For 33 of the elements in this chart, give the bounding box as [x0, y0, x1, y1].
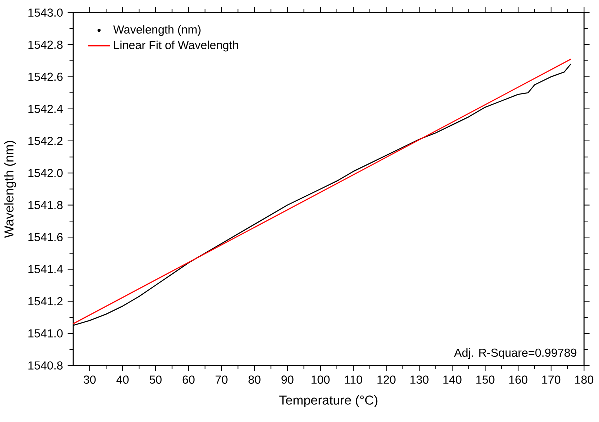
x-tick-label: 160: [510, 376, 528, 384]
y-tick-label: 1542.6: [28, 72, 63, 82]
x-tick-label: 40: [116, 376, 129, 384]
y-tick-label: 1541.0: [28, 330, 63, 338]
x-tick-label: 70: [216, 376, 228, 384]
y-tick-label: 1541.4: [28, 265, 64, 274]
x-tick-label: 110: [345, 376, 362, 384]
y-tick-label: 1542.4: [28, 105, 64, 114]
x-tick-label: 100: [312, 376, 330, 384]
x-tick-label: 60: [182, 376, 195, 384]
y-tick-label: 1542.2: [28, 137, 63, 146]
x-tick-label: 90: [282, 376, 294, 384]
x-tick-label: 140: [444, 376, 462, 384]
x-tick-label: 180: [575, 376, 594, 384]
x-tick-label: 170: [542, 376, 561, 384]
y-axis-title: Wavelength (nm): [4, 141, 16, 238]
y-tick-label: 1541.6: [28, 233, 63, 242]
legend-label: Linear Fit of Wavelength: [114, 40, 238, 52]
y-tick-label: 1540.8: [28, 362, 63, 370]
x-tick-label: 120: [378, 376, 396, 384]
y-tick-label: 1541.8: [28, 201, 63, 210]
x-tick-label: 150: [476, 376, 495, 384]
x-axis-title: Temperature (°C): [280, 395, 378, 408]
x-tick-label: 80: [248, 376, 261, 384]
x-tick-label: 130: [410, 376, 429, 384]
y-tick-label: 1543.0: [28, 8, 63, 18]
y-tick-label: 1542.0: [28, 169, 63, 178]
y-tick-label: 1542.8: [28, 40, 63, 50]
x-tick-label: 30: [84, 376, 96, 384]
legend-label: Wavelength (nm): [114, 25, 201, 36]
x-tick-label: 50: [150, 376, 162, 384]
annotation: Adj. R-Square=0.99789: [454, 348, 577, 360]
y-tick-label: 1541.2: [28, 297, 63, 306]
